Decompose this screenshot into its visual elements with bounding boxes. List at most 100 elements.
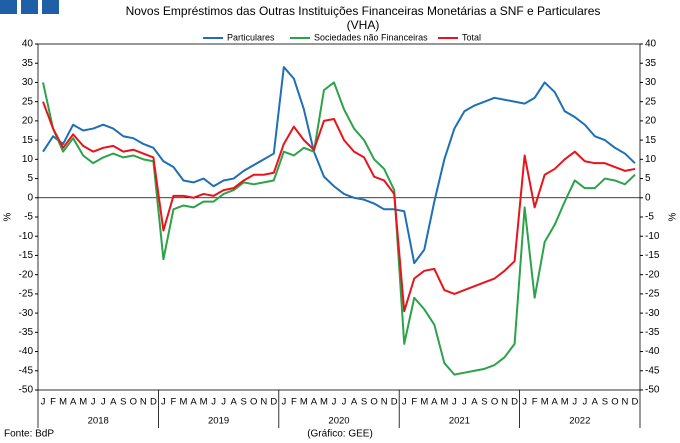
y-tick-label: 20 [22,116,34,127]
x-tick-label: M [59,397,67,408]
y-tick-label: -10 [19,231,34,242]
y-tick-label: -40 [19,346,34,357]
x-tick-label: M [79,397,87,408]
year-label: 2022 [569,416,590,427]
y-tick-label: -30 [19,308,34,319]
x-tick-label: D [270,397,277,408]
x-tick-label: O [491,397,498,408]
y2-tick-label: -45 [645,365,660,376]
x-tick-label: M [180,397,188,408]
x-tick-label: J [452,397,457,408]
x-tick-label: A [70,397,77,408]
chart-title: Novos Empréstimos das Outras Instituiçõe… [126,4,601,18]
x-tick-label: O [370,397,377,408]
x-tick-label: N [622,397,629,408]
y-tick-label: -50 [19,385,34,396]
x-tick-label: J [161,397,166,408]
x-tick-label: D [511,397,518,408]
y2-tick-label: -25 [645,289,660,300]
y-tick-label: -45 [19,365,34,376]
logo-block [0,0,17,14]
x-tick-label: O [611,397,618,408]
y-tick-label: 5 [27,173,33,184]
x-tick-label: A [110,397,117,408]
y2-tick-label: 5 [645,173,651,184]
y2-tick-label: 25 [645,96,657,107]
series-line [42,101,636,313]
x-tick-label: J [522,397,527,408]
x-tick-label: J [402,397,407,408]
x-tick-label: M [440,397,448,408]
x-tick-label: M [420,397,428,408]
y2-tick-label: 40 [645,39,657,50]
x-tick-label: F [291,397,297,408]
y2-tick-label: -10 [645,231,660,242]
y2-tick-label: -30 [645,308,660,319]
y-tick-label: 40 [22,39,34,50]
x-tick-label: A [592,397,599,408]
y-tick-label: 35 [22,58,34,69]
logo-block [21,0,38,14]
x-tick-label: F [50,397,56,408]
y-tick-label: 25 [22,96,34,107]
legend-label: Particulares [227,32,275,42]
x-tick-label: F [532,397,538,408]
x-tick-label: J [91,397,96,408]
logo-block [42,0,59,14]
x-tick-label: J [572,397,577,408]
x-tick-label: N [260,397,267,408]
chart-subtitle: (VHA) [347,18,380,32]
x-tick-label: D [632,397,639,408]
x-tick-label: A [230,397,237,408]
y-tick-label: 0 [27,192,33,203]
x-tick-label: J [582,397,587,408]
x-tick-label: A [431,397,438,408]
x-tick-label: M [320,397,328,408]
x-tick-label: J [332,397,337,408]
x-tick-label: J [221,397,226,408]
x-tick-label: O [130,397,137,408]
year-label: 2020 [328,416,349,427]
x-tick-label: N [381,397,388,408]
y2-axis-label: % [668,212,679,221]
y-tick-label: -15 [19,250,34,261]
year-label: 2018 [88,416,109,427]
y-tick-label: -5 [24,212,33,223]
x-tick-label: S [120,397,126,408]
y2-tick-label: -35 [645,327,660,338]
x-tick-label: D [391,397,398,408]
series-line [42,81,636,376]
y2-tick-label: 35 [645,58,657,69]
y2-tick-label: 10 [645,154,657,165]
y2-tick-label: 30 [645,77,657,88]
x-tick-label: A [190,397,197,408]
y2-tick-label: 15 [645,135,657,146]
x-tick-label: F [171,397,177,408]
legend-label: Total [462,32,481,42]
x-tick-label: J [281,397,286,408]
x-tick-label: A [471,397,478,408]
y2-tick-label: -15 [645,250,660,261]
x-tick-label: S [602,397,608,408]
x-tick-label: A [552,397,559,408]
x-tick-label: J [211,397,216,408]
x-tick-label: J [462,397,467,408]
x-tick-label: J [342,397,347,408]
y-tick-label: -25 [19,289,34,300]
y-tick-label: -20 [19,269,34,280]
x-tick-label: M [300,397,308,408]
x-tick-label: S [241,397,247,408]
y2-tick-label: -20 [645,269,660,280]
x-tick-label: J [101,397,106,408]
y-tick-label: 15 [22,135,34,146]
x-tick-label: J [41,397,46,408]
x-tick-label: M [561,397,569,408]
y2-tick-label: -50 [645,385,660,396]
x-tick-label: O [250,397,257,408]
x-tick-label: F [411,397,417,408]
x-tick-label: N [140,397,147,408]
x-tick-label: N [501,397,508,408]
y-axis-label: % [3,212,14,221]
year-label: 2021 [449,416,470,427]
